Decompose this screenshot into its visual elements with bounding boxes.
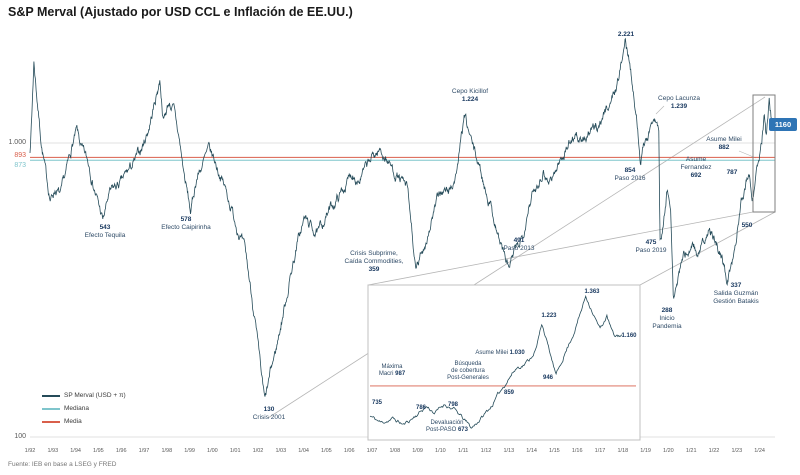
x-tick-label: 1/08: [389, 448, 400, 454]
inset-series-line: [369, 294, 623, 429]
legend: SP Merval (USD + π) Mediana Media: [42, 389, 126, 428]
x-tick-label: 1/24: [754, 448, 765, 454]
x-tick-label: 1/98: [161, 448, 172, 454]
x-tick-label: 1/16: [572, 448, 583, 454]
current-value-tag: 1160: [769, 117, 797, 131]
legend-label-merval: SP Merval (USD + π): [64, 392, 126, 399]
legend-item-merval: SP Merval (USD + π): [42, 389, 126, 402]
legend-label-media: Media: [64, 418, 82, 425]
legend-item-media: Media: [42, 415, 126, 428]
leader-line: [655, 105, 665, 115]
x-tick-label: 1/14: [526, 448, 537, 454]
legend-swatch-mediana: [42, 407, 60, 410]
x-tick-label: 1/93: [47, 448, 58, 454]
x-tick-label: 1/95: [93, 448, 104, 454]
source-note: Fuente: IEB en base a LSEG y FRED: [8, 461, 117, 468]
y-label-media: 893: [14, 152, 26, 159]
x-tick-label: 1/22: [709, 448, 720, 454]
x-tick-label: 1/19: [640, 448, 651, 454]
legend-item-mediana: Mediana: [42, 402, 126, 415]
zoom-connector-left: [367, 211, 754, 286]
zoom-connector-right: [639, 211, 776, 286]
y-tick-1000: 1.000: [8, 139, 26, 146]
x-tick-label: 1/02: [253, 448, 264, 454]
chart-title: S&P Merval (Ajustado por USD CCL e Infla…: [8, 5, 353, 19]
legend-swatch-media: [42, 420, 60, 423]
x-tick-label: 1/10: [435, 448, 446, 454]
x-tick-label: 1/01: [230, 448, 241, 454]
x-tick-label: 1/00: [207, 448, 218, 454]
x-tick-label: 1/07: [367, 448, 378, 454]
x-tick-label: 1/03: [275, 448, 286, 454]
x-tick-label: 1/97: [139, 448, 150, 454]
x-tick-label: 1/15: [549, 448, 560, 454]
legend-label-mediana: Mediana: [64, 405, 89, 412]
x-tick-label: 1/20: [663, 448, 674, 454]
x-tick-label: 1/99: [184, 448, 195, 454]
zoom-highlight-rect: [752, 94, 776, 213]
x-tick-label: 1/09: [412, 448, 423, 454]
x-tick-label: 1/21: [686, 448, 697, 454]
x-tick-label: 1/05: [321, 448, 332, 454]
x-tick-label: 1/92: [25, 448, 36, 454]
x-tick-label: 1/96: [116, 448, 127, 454]
x-tick-label: 1/13: [503, 448, 514, 454]
legend-swatch-merval: [42, 394, 60, 397]
x-tick-label: 1/04: [298, 448, 309, 454]
trendline: [267, 96, 766, 419]
x-tick-label: 1/18: [617, 448, 628, 454]
x-tick-label: 1/94: [70, 448, 81, 454]
x-tick-label: 1/12: [481, 448, 492, 454]
x-tick-label: 1/17: [595, 448, 606, 454]
y-tick-100: 100: [14, 433, 26, 440]
y-label-mediana: 873: [14, 162, 26, 169]
x-tick-label: 1/11: [458, 448, 468, 454]
merval-series-line: [29, 37, 773, 397]
inset-box: [367, 284, 641, 441]
x-tick-label: 1/06: [344, 448, 355, 454]
x-tick-label: 1/23: [731, 448, 742, 454]
